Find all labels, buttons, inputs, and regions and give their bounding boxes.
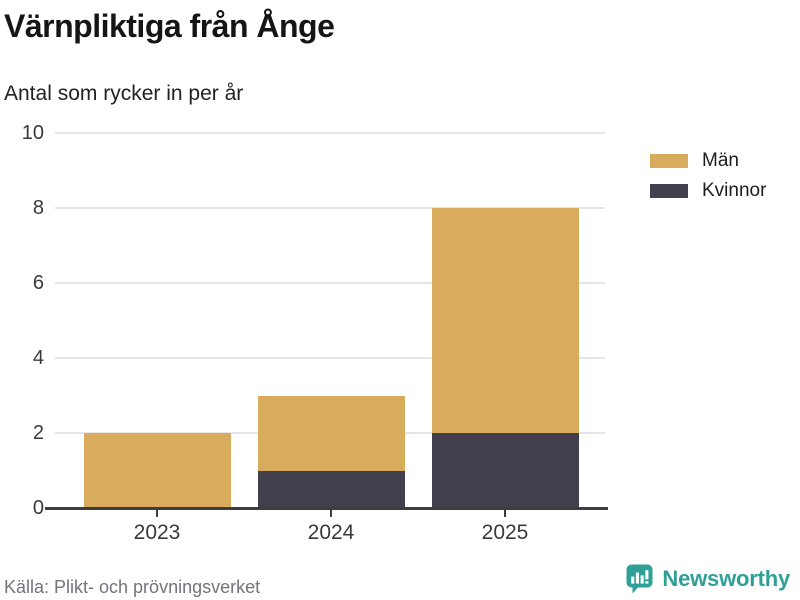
bar-segment-2024-kvinnor (257, 470, 405, 508)
y-tick-label: 10 (21, 122, 44, 144)
x-tick-mark (330, 510, 332, 517)
newsworthy-wordmark: Newsworthy (662, 565, 790, 591)
gridline (55, 207, 605, 209)
bar-segment-2025-kvinnor (431, 433, 579, 508)
newsworthy-bubble-icon (626, 564, 653, 594)
x-axis-line (45, 507, 608, 510)
y-tick-label: 2 (32, 422, 44, 444)
legend-label: Kvinnor (702, 180, 767, 201)
chart-title: Värnpliktiga från Ånge (4, 8, 335, 44)
x-tick-label: 2025 (481, 521, 529, 544)
bar-segment-2024-män (257, 395, 405, 471)
x-tick-label: 2023 (133, 521, 181, 544)
y-tick-label: 8 (32, 197, 44, 219)
legend-label: Män (702, 150, 739, 171)
x-tick-mark (504, 510, 506, 517)
y-tick-label: 0 (32, 497, 44, 519)
legend-swatch (650, 153, 688, 168)
gridline (55, 282, 605, 284)
legend-item-kvinnor: Kvinnor (650, 181, 766, 200)
y-tick-label: 4 (32, 347, 44, 369)
source-text: Källa: Plikt- och prövningsverket (4, 577, 261, 597)
legend-swatch (650, 183, 688, 198)
gridline (55, 132, 605, 134)
legend-item-män: Män (650, 151, 766, 170)
gridline (55, 357, 605, 359)
chart-subtitle: Antal som rycker in per år (4, 82, 244, 105)
y-tick-label: 6 (32, 272, 44, 294)
bar-segment-2023-män (83, 433, 231, 508)
x-tick-label: 2024 (307, 521, 355, 544)
legend: Män Kvinnor (650, 151, 766, 211)
x-tick-mark (156, 510, 158, 517)
newsworthy-logo: Newsworthy (625, 563, 790, 594)
bar-segment-2025-män (431, 208, 579, 433)
